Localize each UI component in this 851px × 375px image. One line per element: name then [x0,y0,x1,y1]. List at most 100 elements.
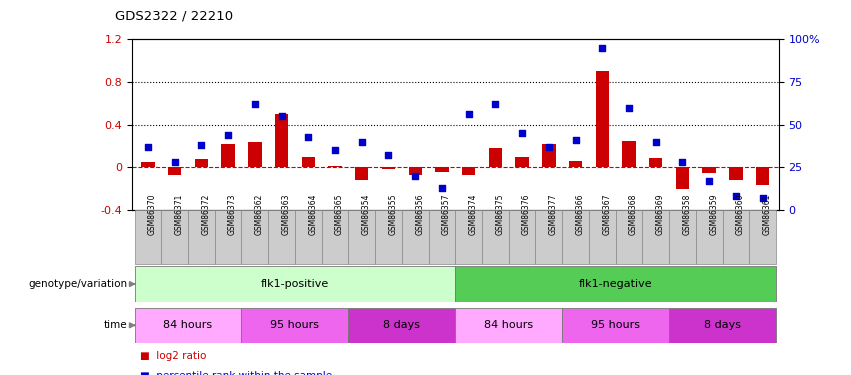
Text: GSM86364: GSM86364 [308,194,317,235]
Bar [134,266,455,302]
Point [702,178,716,184]
Text: GSM86370: GSM86370 [148,194,157,235]
Point [596,45,609,51]
Point [462,111,476,117]
Bar [649,158,662,167]
Text: GSM86355: GSM86355 [388,194,397,235]
Point [756,195,769,201]
Bar [488,148,502,167]
Point [568,137,582,143]
Text: GSM86360: GSM86360 [736,194,745,235]
Bar [375,210,402,264]
Bar [455,266,776,302]
Bar [455,210,482,264]
Bar [295,210,322,264]
Bar [408,167,422,175]
Text: 8 days: 8 days [704,320,741,330]
Text: 95 hours: 95 hours [271,320,319,330]
Text: ■  log2 ratio: ■ log2 ratio [140,351,207,361]
Point [676,159,689,165]
Text: genotype/variation: genotype/variation [29,279,128,289]
Text: GSM86363: GSM86363 [282,194,290,235]
Point [355,139,368,145]
Point [195,142,208,148]
Bar [568,161,582,167]
Text: 84 hours: 84 hours [163,320,213,330]
Bar [195,159,208,167]
Bar [563,210,589,264]
Text: GSM86362: GSM86362 [254,194,264,235]
Bar [435,167,448,172]
Text: GSM86369: GSM86369 [656,194,665,235]
Text: 8 days: 8 days [383,320,420,330]
Text: GSM86368: GSM86368 [629,194,638,235]
Text: GSM86367: GSM86367 [603,194,611,235]
Bar [643,210,669,264]
Text: GSM86358: GSM86358 [683,194,692,235]
Bar [756,167,769,186]
Bar [516,157,528,167]
Point [275,113,288,119]
Bar [676,167,689,189]
Text: 84 hours: 84 hours [484,320,534,330]
Text: 95 hours: 95 hours [591,320,640,330]
Bar [749,210,776,264]
Bar [455,308,563,343]
Bar [669,308,776,343]
Bar [322,210,348,264]
Bar [563,308,669,343]
Bar [462,167,476,175]
Point [301,134,315,140]
Bar [696,210,722,264]
Bar [702,167,716,172]
Text: GSM86371: GSM86371 [174,194,184,235]
Text: ■  percentile rank within the sample: ■ percentile rank within the sample [140,371,333,375]
Bar [596,71,609,167]
Bar [141,162,155,167]
Text: GSM86373: GSM86373 [228,194,237,235]
Bar [615,210,643,264]
Bar [221,144,235,167]
Bar [542,144,556,167]
Text: GSM86366: GSM86366 [575,194,585,235]
Point [516,130,529,136]
Point [622,105,636,111]
Text: GSM86361: GSM86361 [762,194,772,235]
Bar [134,210,162,264]
Text: time: time [104,320,128,330]
Point [328,147,342,153]
Text: GSM86356: GSM86356 [415,194,424,235]
Bar [214,210,242,264]
Bar [242,210,268,264]
Bar [722,210,749,264]
Bar [268,210,295,264]
Point [488,101,502,107]
Point [542,144,556,150]
Bar [162,210,188,264]
Bar [482,210,509,264]
Bar [168,167,181,175]
Text: flk1-positive: flk1-positive [260,279,329,289]
Text: GSM86372: GSM86372 [202,194,210,235]
Bar [729,167,743,180]
Bar [669,210,696,264]
Bar [589,210,615,264]
Bar [275,114,288,167]
Text: GSM86357: GSM86357 [442,194,451,235]
Bar [509,210,535,264]
Point [248,101,261,107]
Point [141,144,155,150]
Bar [622,141,636,167]
Text: GSM86376: GSM86376 [523,194,531,235]
Text: flk1-negative: flk1-negative [579,279,653,289]
Bar [301,157,315,167]
Point [168,159,181,165]
Text: GSM86377: GSM86377 [549,194,557,235]
Text: GSM86375: GSM86375 [495,194,505,235]
Bar [535,210,563,264]
Bar [134,308,242,343]
Bar [188,210,214,264]
Point [221,132,235,138]
Bar [248,142,261,167]
Bar [242,308,348,343]
